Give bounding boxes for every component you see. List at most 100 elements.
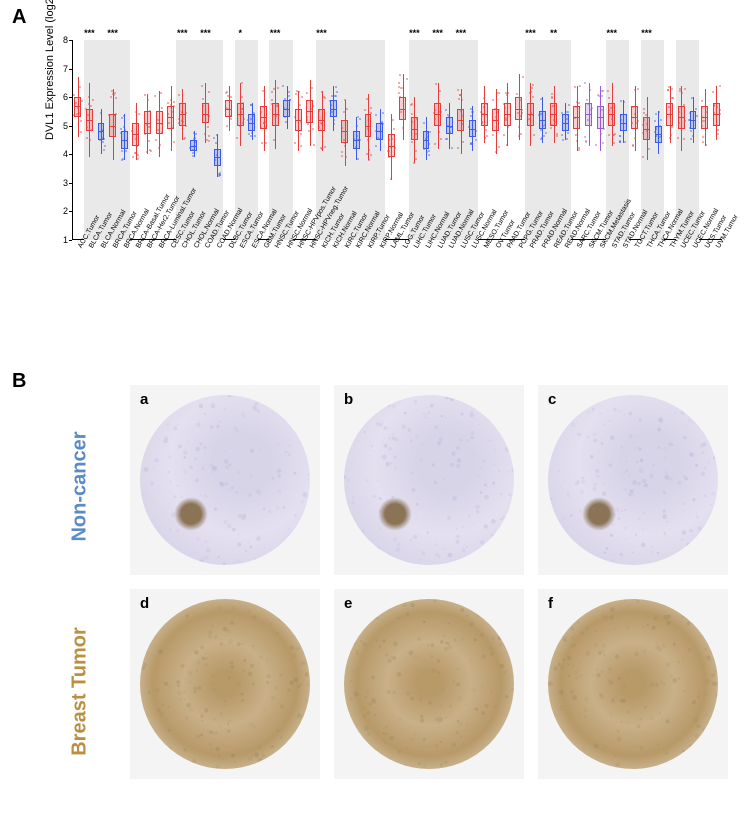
data-point bbox=[300, 133, 302, 135]
median-line bbox=[562, 123, 569, 124]
data-point bbox=[520, 133, 522, 135]
median-line bbox=[260, 117, 267, 118]
data-point bbox=[551, 93, 553, 95]
median-line bbox=[190, 146, 197, 147]
data-point bbox=[254, 135, 256, 137]
data-point bbox=[619, 135, 621, 137]
data-point bbox=[602, 90, 604, 92]
tissue-image bbox=[140, 599, 310, 769]
data-point bbox=[161, 107, 163, 109]
panel-a: DVL1 Expression Level (log2 TPM) 1234567… bbox=[30, 10, 730, 360]
median-line bbox=[248, 123, 255, 124]
data-point bbox=[406, 78, 408, 80]
data-point bbox=[155, 139, 157, 141]
median-line bbox=[318, 120, 325, 121]
median-line bbox=[272, 114, 279, 115]
median-line bbox=[434, 114, 441, 115]
data-point bbox=[574, 86, 576, 88]
data-point bbox=[230, 96, 232, 98]
median-line bbox=[306, 111, 313, 112]
data-point bbox=[306, 92, 308, 94]
subpanel-label: c bbox=[548, 391, 556, 408]
data-point bbox=[154, 95, 156, 97]
median-line bbox=[620, 123, 627, 124]
histology-tile-e: e bbox=[334, 589, 524, 779]
data-point bbox=[440, 138, 442, 140]
tissue-texture bbox=[344, 395, 514, 565]
tissue-image bbox=[344, 395, 514, 565]
data-point bbox=[359, 118, 361, 120]
data-point bbox=[137, 154, 139, 156]
data-point bbox=[578, 147, 580, 149]
median-line bbox=[341, 131, 348, 132]
median-line bbox=[214, 157, 221, 158]
data-point bbox=[301, 96, 303, 98]
data-point bbox=[561, 134, 563, 136]
subpanel-label: e bbox=[344, 595, 352, 612]
subpanel-label: f bbox=[548, 595, 553, 612]
data-point bbox=[271, 91, 273, 93]
data-point bbox=[288, 95, 290, 97]
data-point bbox=[149, 149, 151, 151]
median-line bbox=[365, 126, 372, 127]
y-tick: 2 bbox=[54, 206, 68, 216]
median-line bbox=[585, 114, 592, 115]
data-point bbox=[225, 92, 227, 94]
data-point bbox=[532, 84, 534, 86]
data-point bbox=[312, 128, 314, 130]
median-line bbox=[701, 117, 708, 118]
median-line bbox=[399, 109, 406, 110]
significance-marker: *** bbox=[270, 28, 281, 38]
median-line bbox=[179, 114, 186, 115]
histology-tile-c: c bbox=[538, 385, 728, 575]
median-line bbox=[446, 126, 453, 127]
data-point bbox=[632, 145, 634, 147]
median-line bbox=[167, 117, 174, 118]
histology-tile-b: b bbox=[334, 385, 524, 575]
data-point bbox=[671, 88, 673, 90]
y-tick: 6 bbox=[54, 92, 68, 102]
median-line bbox=[237, 114, 244, 115]
median-line bbox=[202, 114, 209, 115]
median-line bbox=[481, 114, 488, 115]
y-tick: 3 bbox=[54, 178, 68, 188]
data-point bbox=[568, 104, 570, 106]
data-point bbox=[92, 99, 94, 101]
data-point bbox=[579, 85, 581, 87]
data-point bbox=[719, 85, 721, 87]
data-point bbox=[138, 113, 140, 115]
median-line bbox=[121, 140, 128, 141]
y-tick: 7 bbox=[54, 64, 68, 74]
data-point bbox=[595, 144, 597, 146]
data-point bbox=[382, 112, 384, 114]
data-point bbox=[672, 97, 674, 99]
y-tick: 8 bbox=[54, 35, 68, 45]
data-point bbox=[695, 108, 697, 110]
median-line bbox=[515, 109, 522, 110]
data-point bbox=[690, 130, 692, 132]
median-line bbox=[527, 114, 534, 115]
data-point bbox=[206, 139, 208, 141]
tissue-texture bbox=[548, 395, 718, 565]
significance-marker: *** bbox=[177, 28, 188, 38]
median-line bbox=[608, 114, 615, 115]
tissue-texture bbox=[548, 599, 718, 769]
data-point bbox=[637, 88, 639, 90]
median-line bbox=[295, 120, 302, 121]
data-point bbox=[492, 99, 494, 101]
median-line bbox=[643, 129, 650, 130]
data-point bbox=[702, 136, 704, 138]
median-line bbox=[156, 123, 163, 124]
median-line bbox=[283, 109, 290, 110]
data-point bbox=[399, 74, 401, 76]
data-point bbox=[503, 134, 505, 136]
median-line bbox=[457, 120, 464, 121]
data-point bbox=[584, 82, 586, 84]
y-tick: 4 bbox=[54, 149, 68, 159]
data-point bbox=[80, 120, 82, 122]
median-line bbox=[376, 131, 383, 132]
data-point bbox=[608, 97, 610, 99]
data-point bbox=[324, 146, 326, 148]
median-line bbox=[353, 140, 360, 141]
median-line bbox=[74, 106, 81, 107]
